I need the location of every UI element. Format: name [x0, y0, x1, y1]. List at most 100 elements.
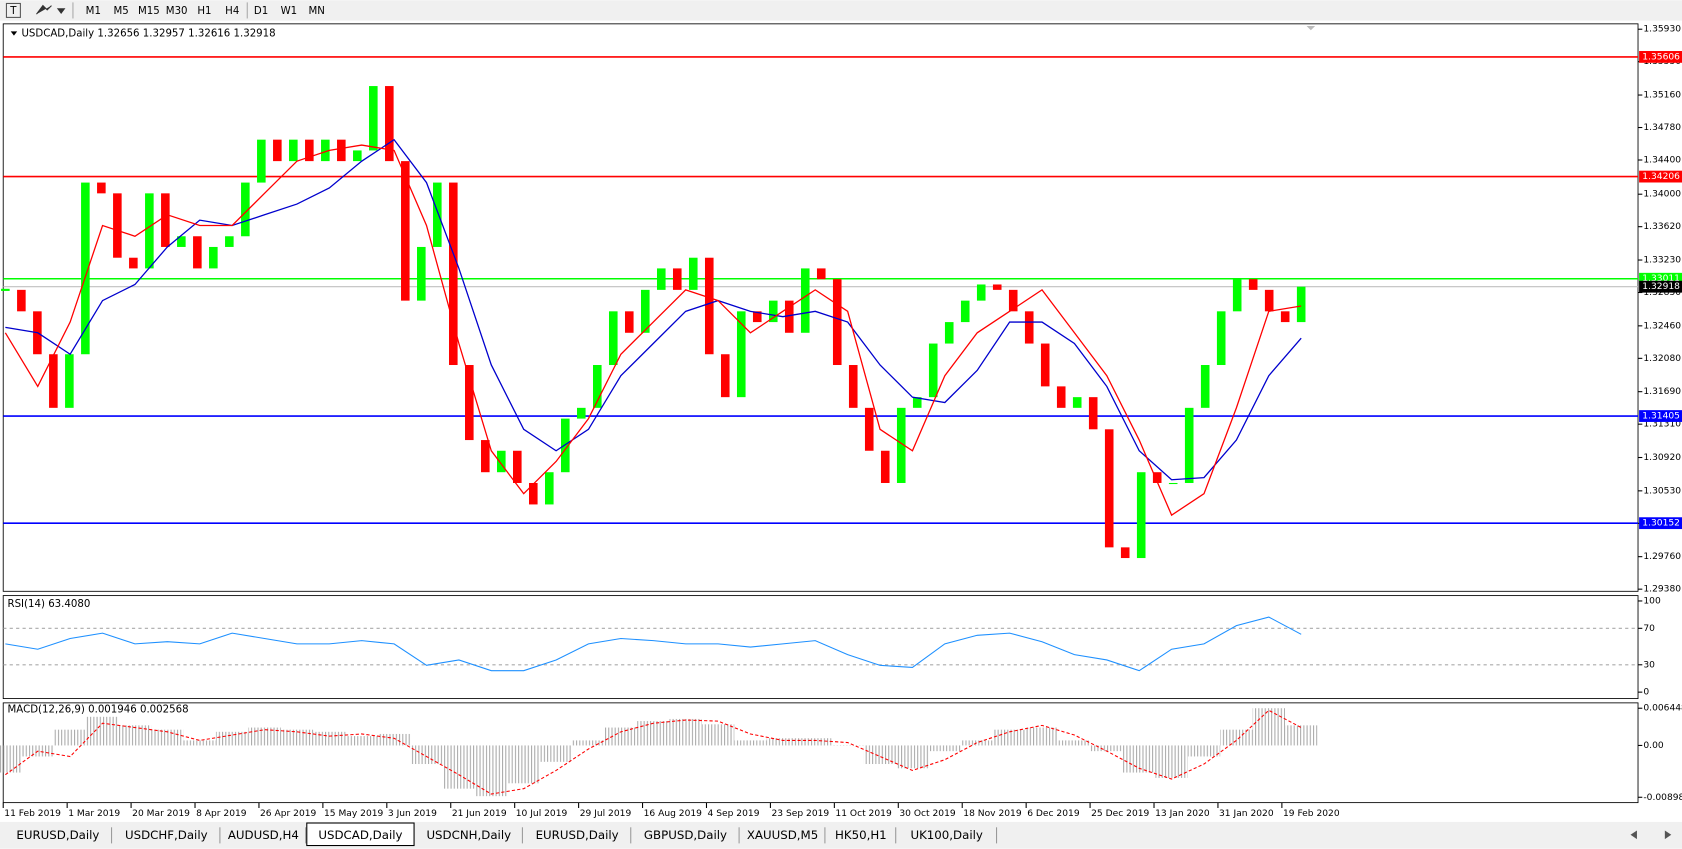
tab-label[interactable]: HK50,H1 — [835, 828, 887, 842]
candle — [704, 257, 714, 355]
macd-histogram-bar — [539, 745, 573, 762]
tab-scroll-left[interactable] — [1630, 830, 1637, 840]
date-label: 1 Mar 2019 — [68, 809, 120, 819]
price-tick-label: 1.32080 — [1643, 354, 1681, 364]
candle — [1168, 482, 1178, 485]
candle — [49, 354, 58, 408]
candle — [97, 182, 106, 194]
macd-histogram-bar — [0, 745, 22, 773]
tab-scroll-right[interactable] — [1664, 830, 1672, 840]
macd-histogram-bar — [928, 745, 962, 752]
candle — [481, 440, 490, 473]
macd-histogram-bar — [507, 745, 540, 784]
macd-chart: 0.006448 0.00 -0.008982 — [0, 704, 1682, 803]
tab[interactable] — [4, 825, 112, 845]
date-label: 20 Mar 2019 — [132, 809, 190, 819]
level-label-bg — [1639, 410, 1682, 422]
candle — [800, 268, 810, 333]
tab[interactable] — [896, 825, 997, 845]
candle — [353, 150, 362, 162]
tab-group: EURUSD,Daily USDCHF,Daily AUDUSD,H4 USDCAD,… — [4, 822, 998, 847]
macd-histogram-bar — [442, 745, 476, 789]
candle — [289, 139, 298, 162]
macd-histogram-bar — [1090, 745, 1124, 752]
timeframe-button[interactable]: H4 — [225, 6, 239, 17]
macd-histogram-bar — [377, 733, 411, 746]
price-tick-label: 1.29760 — [1643, 552, 1681, 562]
candle — [81, 182, 90, 355]
macd-histogram-bar — [863, 745, 897, 765]
candle — [720, 354, 730, 398]
tab[interactable] — [825, 825, 896, 845]
candle — [672, 268, 682, 290]
symbol-header: USDCAD,Daily 1.32656 1.32957 1.32616 1.3… — [21, 28, 275, 39]
objects-tool-icon[interactable] — [36, 4, 66, 15]
collapse-arrow[interactable] — [10, 31, 18, 36]
candle — [321, 139, 330, 162]
date-label: 21 Jun 2019 — [452, 809, 507, 819]
date-label: 13 Jan 2020 — [1155, 809, 1210, 819]
candle — [1264, 289, 1274, 312]
tab-label[interactable]: AUDUSD,H4 — [228, 828, 299, 842]
timeframe-button[interactable]: D1 — [254, 6, 268, 17]
candle — [752, 311, 762, 323]
level-label: 1.35606 — [1642, 52, 1680, 62]
tab-label[interactable]: USDCNH,Daily — [426, 828, 511, 842]
macd-histogram-bar — [1284, 725, 1318, 746]
current-price-label: 1.32918 — [1642, 282, 1680, 292]
candle — [784, 300, 794, 333]
candle — [544, 472, 554, 505]
text-tool-glyph: T — [9, 6, 17, 17]
timeframe-button[interactable]: M5 — [113, 6, 128, 17]
candle — [1232, 279, 1242, 312]
candle — [1280, 311, 1290, 323]
candle — [529, 482, 538, 505]
candle — [193, 236, 202, 269]
timeframe-button[interactable]: W1 — [281, 6, 298, 17]
text-tool-icon[interactable] — [5, 2, 21, 18]
tab-label[interactable]: USDCAD,Daily — [318, 828, 402, 842]
tab-label[interactable]: EURUSD,Daily — [16, 828, 99, 842]
price-panel — [2, 23, 1639, 592]
tab-label[interactable]: EURUSD,Daily — [536, 828, 619, 842]
tab-label[interactable]: XAUUSD,M5 — [747, 828, 818, 842]
candle — [1216, 311, 1226, 366]
date-label: 8 Apr 2019 — [196, 809, 247, 819]
timeframe-button[interactable]: H1 — [197, 6, 211, 17]
candle — [1040, 343, 1050, 387]
macd-histogram-bar — [1252, 708, 1285, 746]
rsi-tick-label: 0 — [1643, 688, 1649, 698]
tab[interactable] — [220, 825, 306, 845]
price-tick-label: 1.31690 — [1643, 387, 1681, 397]
tab[interactable] — [740, 825, 825, 845]
timeframe-button[interactable]: M15 — [138, 6, 160, 17]
tab-label[interactable]: UK100,Daily — [910, 828, 982, 842]
price-tick-label: 1.35930 — [1643, 25, 1681, 35]
candle — [848, 365, 858, 408]
tab[interactable] — [631, 825, 740, 845]
tab[interactable] — [523, 825, 631, 845]
rsi-tick-label: 70 — [1643, 624, 1655, 634]
tab-label[interactable]: USDCHF,Daily — [125, 828, 208, 842]
tab-active[interactable] — [306, 822, 415, 847]
macd-histogram-bar — [1058, 740, 1091, 746]
timeframe-button[interactable]: M30 — [166, 6, 188, 17]
macd-histogram-bar — [248, 727, 281, 746]
timeframe-button[interactable]: MN — [308, 6, 324, 17]
candle — [960, 300, 970, 323]
macd-tick-label: -0.008982 — [1643, 793, 1682, 803]
candle — [273, 139, 282, 162]
date-label: 11 Oct 2019 — [835, 809, 892, 819]
tab[interactable] — [112, 825, 220, 845]
date-label: 30 Oct 2019 — [899, 809, 956, 819]
tab-label[interactable]: GBPUSD,Daily — [644, 828, 727, 842]
candle — [129, 257, 138, 269]
macd-histogram-bar — [961, 740, 994, 746]
price-tick-label: 1.33230 — [1643, 256, 1681, 266]
date-label: 10 Jul 2019 — [516, 809, 568, 819]
tab[interactable] — [415, 825, 523, 845]
timeframe-button[interactable]: M1 — [86, 6, 101, 17]
rsi-tick-label: 30 — [1643, 660, 1655, 670]
date-label: 19 Feb 2020 — [1283, 809, 1340, 819]
